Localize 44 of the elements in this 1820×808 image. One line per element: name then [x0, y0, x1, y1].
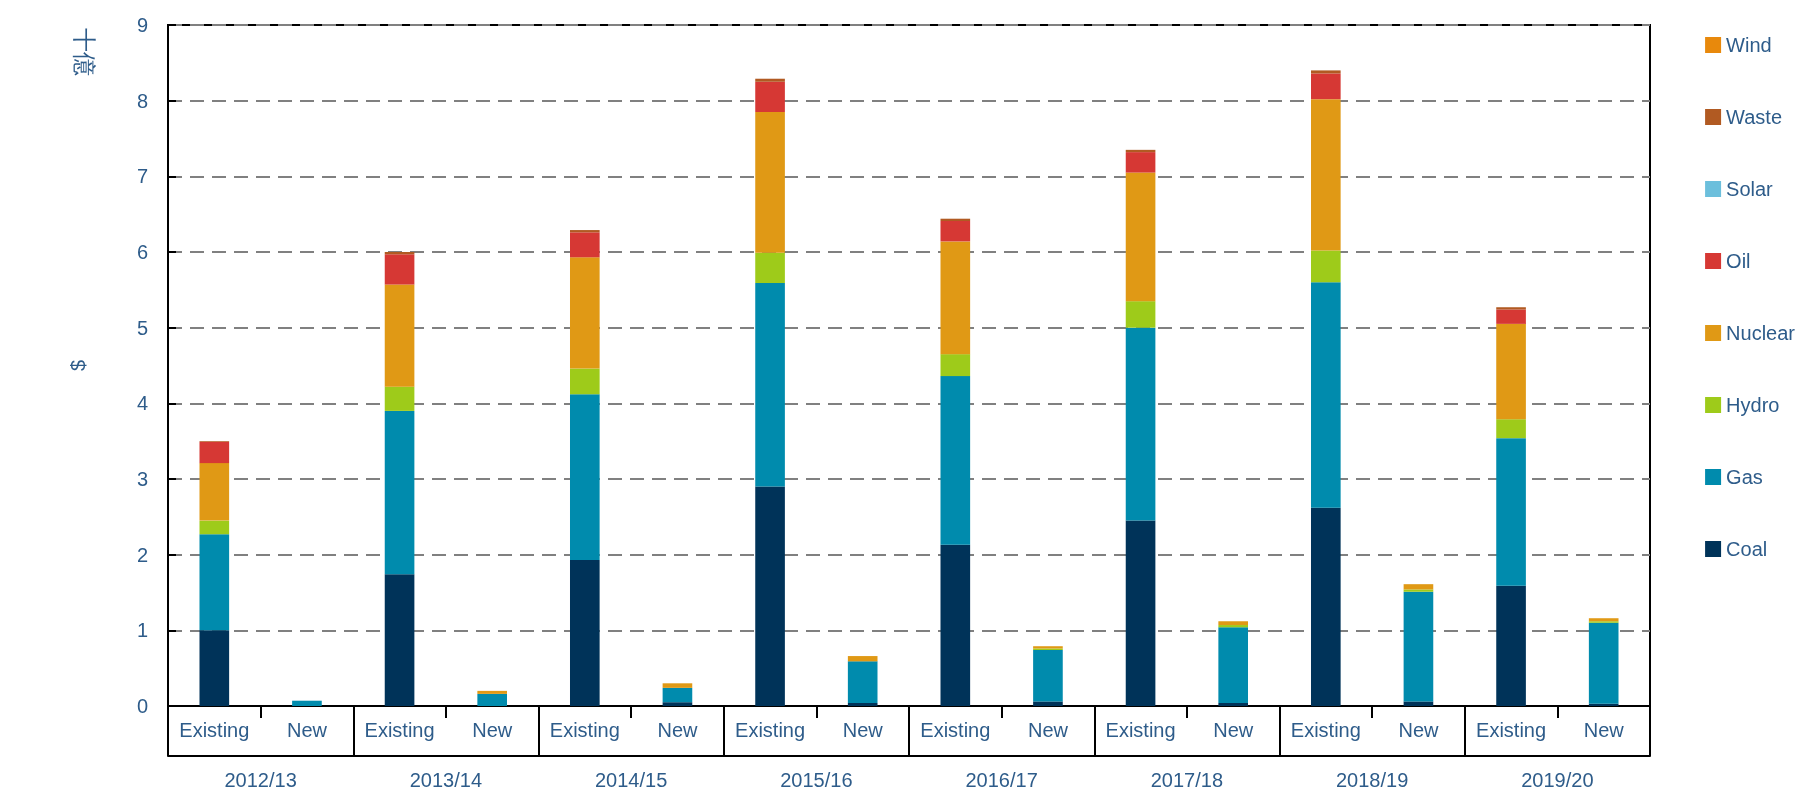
x-tick-label: Existing	[1105, 719, 1176, 741]
text: 2013/14	[409, 769, 483, 791]
y-tick-label: 5	[136, 316, 148, 339]
y-tick-label: 0	[136, 695, 148, 717]
text: 2017/18	[1150, 769, 1224, 791]
legend-label: Hydro	[1726, 394, 1780, 416]
legend-label: Wind	[1726, 34, 1772, 56]
x-tick-label: Existing	[1290, 719, 1361, 741]
y-tick-label: 3	[136, 468, 148, 490]
x-tick-label: New	[657, 719, 698, 741]
y-axis-title: $	[67, 359, 89, 372]
legend-label: Waste	[1726, 106, 1783, 128]
x-tick-label: New	[1583, 719, 1625, 741]
x-tick-label: New	[1398, 719, 1439, 741]
y-tick-label: 6	[136, 241, 148, 263]
text: 2018/19	[1335, 769, 1409, 791]
x-tick-label: Existing	[735, 719, 806, 741]
y-tick-label: 9	[136, 14, 148, 36]
y-tick-label: 2	[136, 543, 148, 566]
text: 2019/20	[1521, 769, 1594, 791]
x-tick-label: New	[472, 719, 513, 741]
x-tick-label: Existing	[549, 719, 620, 741]
x-tick-label: New	[1213, 719, 1254, 741]
text: 2012/13	[224, 769, 297, 791]
x-tick-label: Existing	[364, 719, 435, 741]
x-tick-label: New	[286, 719, 328, 741]
y-tick-label: 8	[136, 89, 148, 112]
x-tick-label: Existing	[920, 719, 991, 741]
legend-label: Coal	[1726, 538, 1768, 560]
text: 2014/15	[594, 769, 668, 791]
legend-label: Nuclear	[1726, 322, 1796, 344]
y-tick-label: 4	[136, 392, 148, 415]
x-tick-label: New	[842, 719, 884, 741]
x-tick-label: Existing	[1476, 719, 1547, 741]
legend-label: Solar	[1726, 178, 1774, 200]
y-tick-label: 7	[136, 165, 148, 188]
legend-label: Oil	[1726, 250, 1751, 272]
text: 2015/16	[780, 769, 853, 791]
x-tick-label: New	[1027, 719, 1069, 741]
x-tick-label: Existing	[179, 719, 250, 741]
y-tick-label: 1	[136, 619, 148, 642]
text: 2016/17	[965, 769, 1038, 791]
text: 十億	[70, 28, 98, 76]
legend-label: Gas	[1726, 466, 1763, 488]
